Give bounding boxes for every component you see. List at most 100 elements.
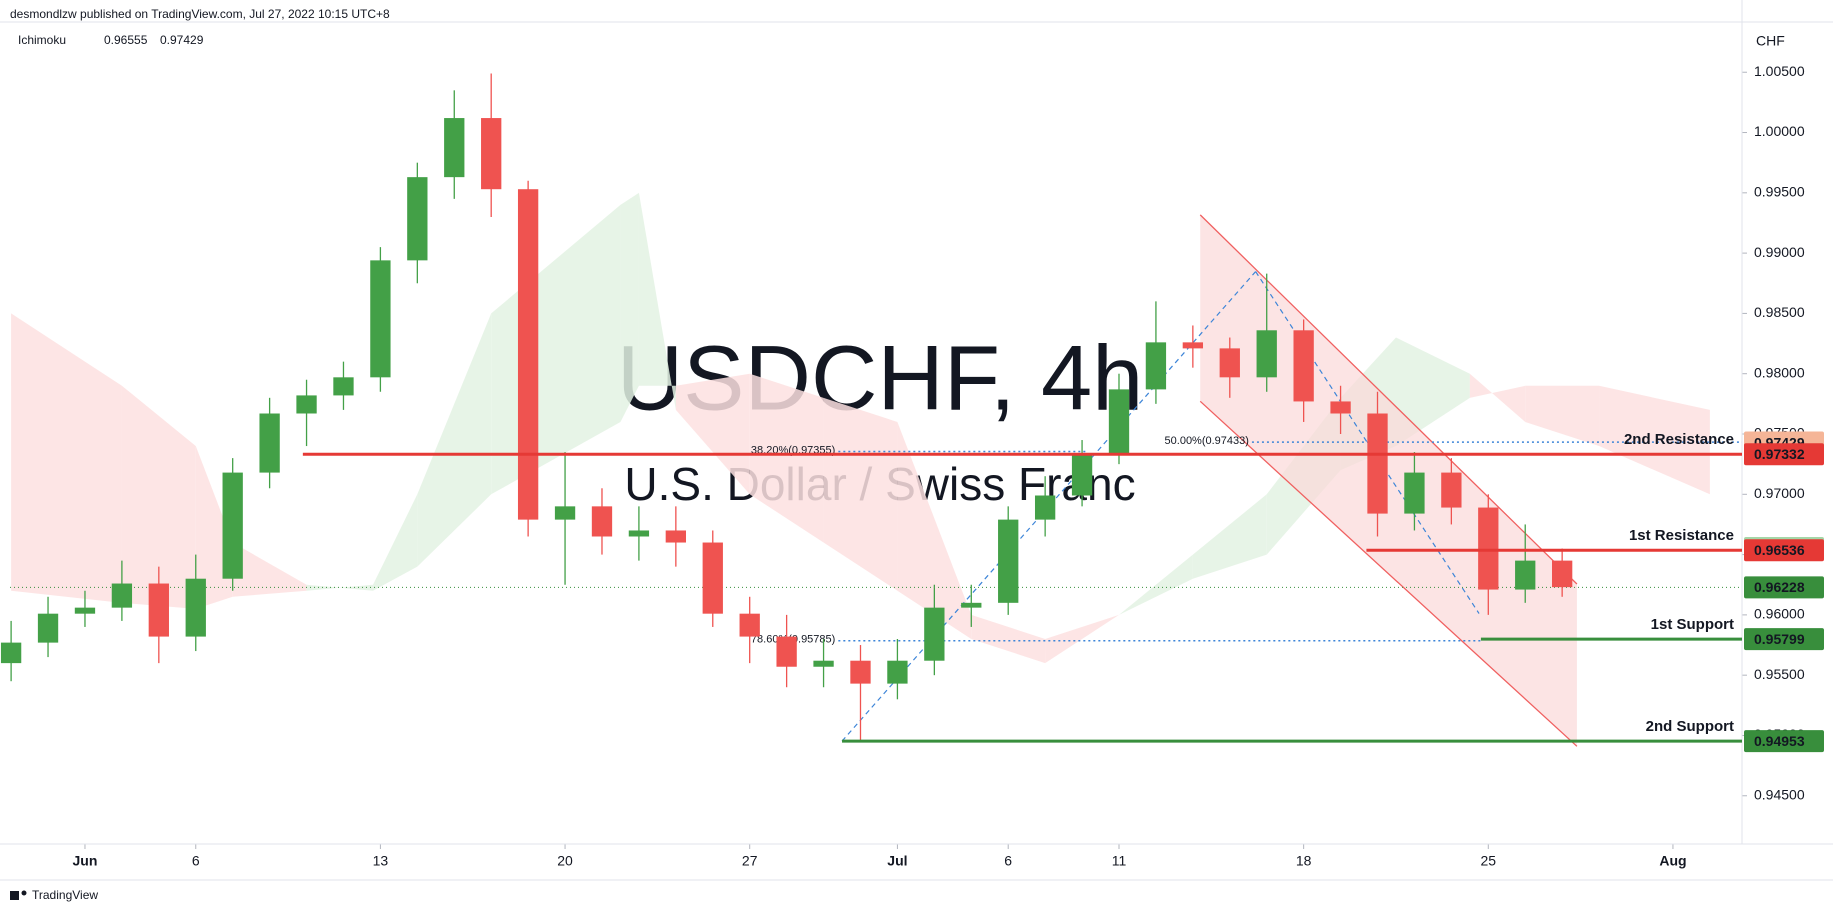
- indicator-value: 0.96555: [104, 33, 148, 47]
- y-tick-label: 0.97000: [1754, 485, 1805, 501]
- price-tag: [1744, 576, 1824, 599]
- ichimoku-cloud: [823, 397, 898, 591]
- candle-body: [1551, 560, 1573, 588]
- level-label: 1st Support: [1651, 616, 1734, 633]
- candle-body: [148, 583, 169, 637]
- y-tick-label: 1.00000: [1754, 123, 1805, 139]
- ichimoku-cloud: [121, 385, 196, 609]
- ichimoku-cloud: [306, 584, 374, 591]
- candle-body: [1034, 495, 1056, 520]
- candle-body: [1219, 348, 1240, 378]
- candle-body: [517, 189, 539, 520]
- candle-body: [1404, 472, 1425, 514]
- candle-body: [924, 607, 945, 661]
- candle-body: [665, 530, 686, 543]
- candle-body: [628, 530, 650, 537]
- y-tick-label: 0.99500: [1754, 184, 1805, 200]
- candle-body: [1108, 389, 1130, 455]
- y-tick-label: 1.00500: [1754, 63, 1805, 79]
- candle-body: [1515, 560, 1536, 590]
- fib-label: 50.00%(0.97433): [1165, 435, 1249, 447]
- price-tag-label: 0.96228: [1754, 579, 1805, 595]
- candle-body: [333, 377, 354, 396]
- x-tick-label: 11: [1112, 853, 1127, 869]
- candle-body: [739, 613, 760, 637]
- candle-body: [74, 607, 96, 614]
- ichimoku-cloud: [1118, 554, 1193, 615]
- candle-body: [296, 395, 317, 414]
- candle-body: [259, 413, 280, 473]
- ichimoku-cloud: [1395, 337, 1470, 447]
- ichimoku-cloud: [1525, 385, 1600, 447]
- candle-body: [1071, 454, 1093, 496]
- x-tick-label: 6: [1004, 853, 1012, 869]
- price-tag-label: 0.94953: [1754, 733, 1805, 749]
- candle-body: [1293, 330, 1314, 402]
- ichimoku-cloud: [897, 421, 972, 639]
- y-tick-label: 0.98500: [1754, 304, 1805, 320]
- x-tick-label: 13: [373, 853, 389, 869]
- candle-body: [850, 660, 871, 684]
- y-unit: CHF: [1756, 33, 1785, 49]
- candle-body: [961, 602, 982, 608]
- price-tag: [1744, 730, 1824, 753]
- candle-body: [1367, 413, 1388, 514]
- level-label: 1st Resistance: [1629, 527, 1734, 544]
- channel-fill: [1200, 214, 1577, 747]
- candle-body: [1330, 401, 1351, 414]
- price-tag: [1744, 628, 1824, 651]
- ichimoku-cloud: [491, 204, 621, 495]
- candle-body: [0, 642, 22, 664]
- candle-body: [1478, 507, 1499, 590]
- candle-body: [1145, 342, 1167, 390]
- channel-line: [1199, 214, 1578, 585]
- footer: TradingView: [32, 888, 98, 902]
- candle-body: [185, 578, 206, 637]
- candle-body: [1256, 330, 1277, 378]
- candle-body: [776, 636, 797, 667]
- candle-body: [702, 542, 723, 614]
- y-tick-label: 0.94500: [1754, 786, 1805, 802]
- ichimoku-cloud: [971, 614, 1046, 664]
- ichimoku-cloud: [1469, 373, 1526, 422]
- candle-body: [444, 118, 465, 178]
- indicator-name: Ichimoku: [18, 33, 66, 47]
- candle-body: [591, 506, 613, 537]
- price-tag: [1744, 539, 1824, 562]
- candle-body: [481, 118, 502, 190]
- ichimoku-cloud: [373, 494, 418, 591]
- x-tick-label: 25: [1481, 853, 1497, 869]
- x-tick-label: 20: [557, 853, 573, 869]
- y-tick-label: 0.98000: [1754, 364, 1805, 380]
- x-tick-label: Aug: [1659, 853, 1686, 869]
- y-tick-label: 0.95500: [1754, 666, 1805, 682]
- ichimoku-cloud: [417, 313, 492, 567]
- price-tag-label: 0.95799: [1754, 631, 1805, 647]
- x-tick-label: Jun: [73, 853, 98, 869]
- y-tick-label: 0.96000: [1754, 606, 1805, 622]
- ichimoku-cloud: [232, 542, 307, 597]
- indicator-value: 0.97429: [160, 33, 204, 47]
- candle-body: [111, 583, 133, 608]
- candle-body: [998, 519, 1019, 603]
- candle-body: [813, 660, 834, 667]
- candle-body: [1182, 342, 1204, 349]
- ichimoku-cloud: [1599, 385, 1710, 495]
- x-tick-label: 27: [742, 853, 758, 869]
- price-tag-label: 0.96536: [1754, 542, 1805, 558]
- ichimoku-cloud: [1192, 494, 1267, 579]
- candle-body: [222, 472, 243, 579]
- price-tag-label: 0.97332: [1754, 446, 1805, 462]
- x-tick-label: 6: [192, 853, 200, 869]
- header: desmondlzw published on TradingView.com,…: [10, 7, 390, 21]
- candle-body: [407, 177, 428, 261]
- ichimoku-cloud: [749, 373, 824, 543]
- price-tag: [1744, 443, 1824, 466]
- channel-line: [1199, 400, 1578, 747]
- ichimoku-cloud: [675, 373, 750, 495]
- footer-logo: [10, 890, 27, 900]
- ichimoku-cloud: [638, 192, 676, 410]
- x-tick-label: Jul: [887, 853, 907, 869]
